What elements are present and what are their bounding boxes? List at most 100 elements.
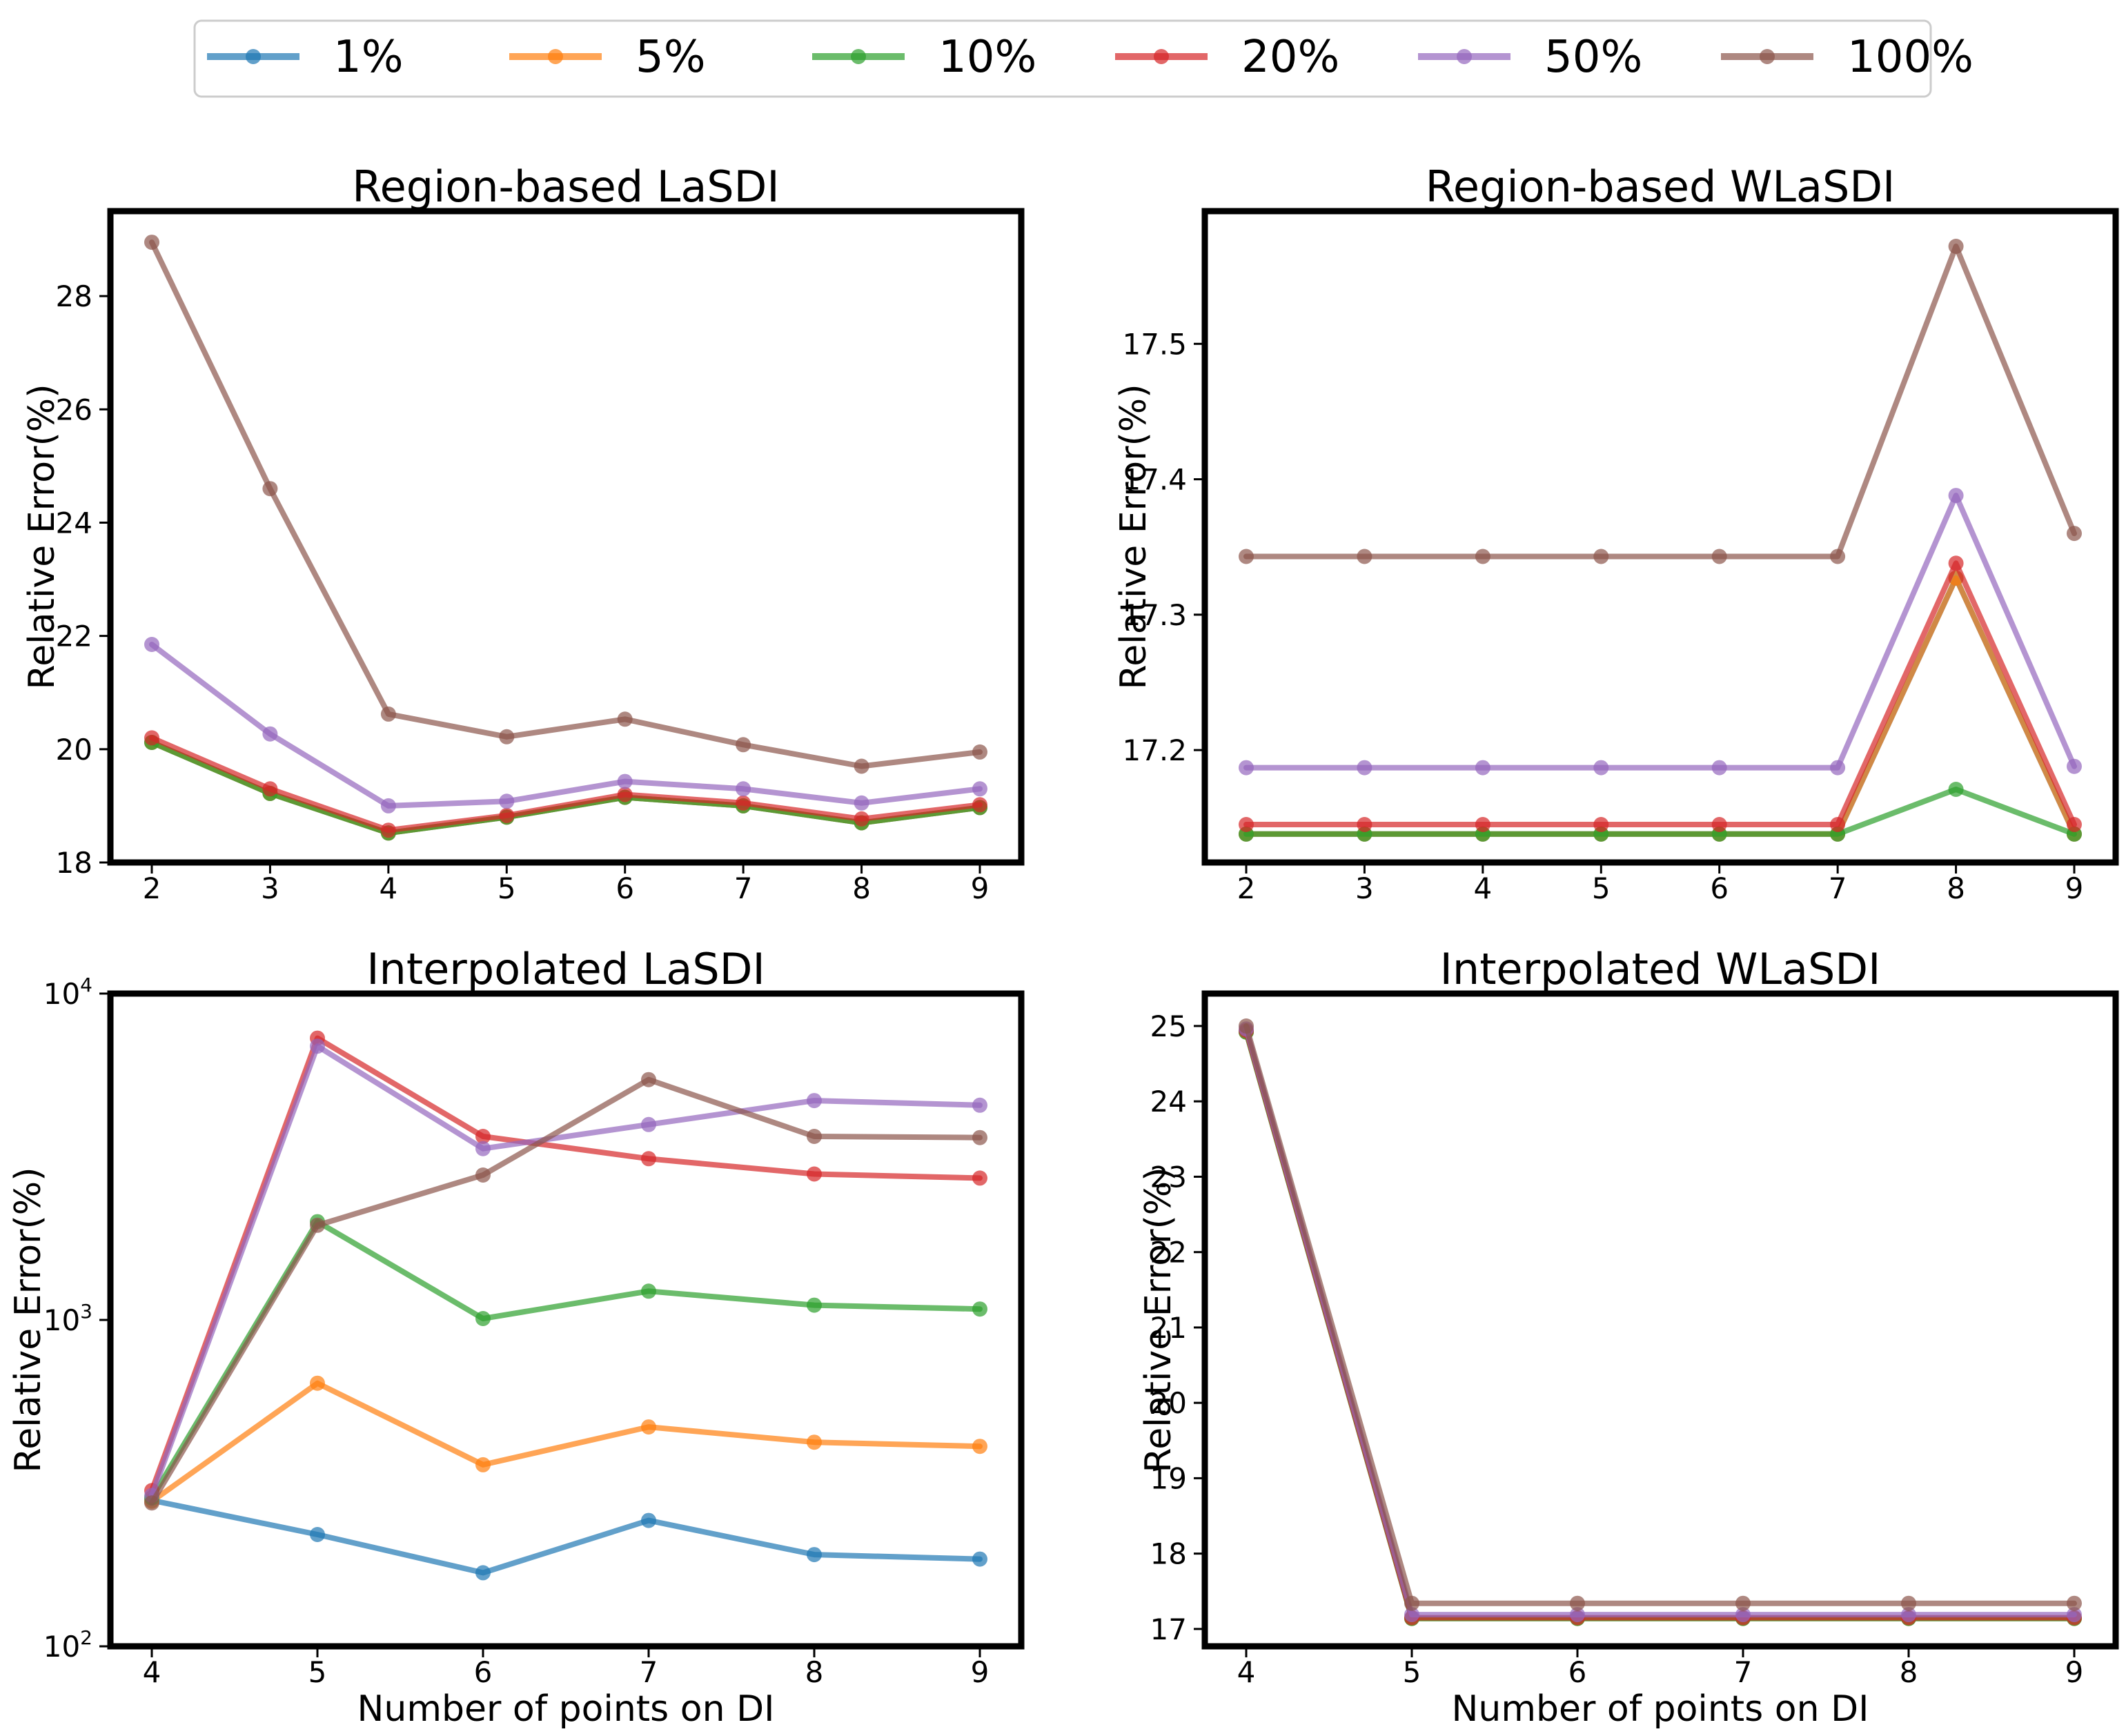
y-tick-label: 102 [43,1626,92,1664]
x-tick-label: 6 [1710,871,1729,905]
series-line [149,642,983,809]
data-point [972,1130,987,1145]
series-100pct [1239,1018,2082,1611]
series-50pct [144,1038,987,1503]
x-axis-label: Number of points on DI [1452,1688,1869,1730]
x-tick-label: 2 [1237,871,1256,905]
series-5pct [1239,570,2082,842]
data-point [475,1565,491,1581]
data-point [144,235,159,250]
data-point [736,737,751,753]
series-50pct [1239,488,2082,776]
x-tick-label: 9 [2065,871,2084,905]
panel-title: Region-based LaSDI [352,161,779,212]
series-line [149,1076,983,1506]
x-tick-label: 7 [1734,1655,1753,1689]
series-line [1243,1026,2077,1618]
y-tick-base: 10 [43,1303,80,1337]
panel-title: Interpolated WLaSDI [1440,944,1881,994]
x-tick-label: 9 [971,1655,990,1689]
y-tick-label: 22 [56,620,92,653]
data-point [475,1167,491,1183]
y-tick-label: 21 [1150,1311,1187,1345]
data-point [1475,817,1490,832]
legend-label: 50% [1544,32,1642,83]
y-tick-label: 20 [56,733,92,767]
y-tick-label: 26 [56,393,92,426]
data-point [807,1129,822,1144]
data-point [641,1116,656,1132]
data-point [144,1495,159,1511]
legend-swatch-marker [548,49,563,64]
y-tick-label: 104 [43,974,92,1011]
data-point [1948,488,1964,504]
y-tick-label: 17.4 [1122,463,1187,497]
y-tick-exponent: 2 [80,1626,92,1649]
series-line [149,1219,983,1501]
x-tick-label: 6 [474,1655,493,1689]
y-tick-label: 22 [1150,1236,1187,1270]
series-line [149,1497,983,1576]
x-tick-label: 6 [616,871,634,905]
x-tick-label: 2 [143,871,161,905]
data-point [972,781,987,797]
data-point [641,1151,656,1167]
x-tick-label: 4 [379,871,397,905]
legend-swatch-marker [1760,49,1775,64]
data-point [262,781,278,797]
y-tick-label: 17 [1150,1612,1187,1646]
data-point [1239,549,1254,564]
series-line [1243,787,2077,837]
legend-item-10pct: 10% [812,32,1036,83]
data-point [1239,817,1254,832]
data-point [1239,1018,1254,1034]
y-tick-base: 10 [43,977,80,1011]
legend-label: 5% [636,32,706,83]
x-axis-label: Number of points on DI [357,1688,775,1730]
x-tick-label: 8 [1947,871,1965,905]
series-10pct [144,1214,987,1506]
data-point [1711,817,1727,832]
legend-item-100pct: 100% [1721,32,1974,83]
series-50pct [144,637,987,813]
data-point [617,773,633,789]
legend-item-1pct: 1% [207,32,404,83]
x-tick-label: 7 [640,1655,658,1689]
x-tick-label: 3 [261,871,279,905]
y-tick-exponent: 3 [80,1300,92,1323]
x-tick-label: 3 [1355,871,1374,905]
panel-region-wlasdi: Region-based WLaSDI 2 3 4 5 6 7 8 9 17.2 17.3 17.4 1… [1113,161,2119,905]
data-point [736,781,751,797]
data-point [1570,1607,1585,1623]
data-point [380,798,396,813]
data-point [310,1038,325,1054]
data-point [972,1301,987,1317]
data-point [144,730,159,746]
legend: 1% 5% 10% 20% 50% 100% [193,19,1974,98]
series-line [1243,1029,2077,1621]
x-tick-label: 9 [2065,1655,2084,1689]
series-100pct [144,235,987,774]
data-point [972,797,987,813]
data-point [1593,549,1609,564]
data-point [972,744,987,760]
plot-frame [107,208,1025,866]
legend-swatch-marker [246,49,261,64]
series-5pct [144,1375,987,1509]
y-tick-base: 10 [43,1630,80,1664]
data-point [807,1297,822,1313]
x-tick-label: 5 [308,1655,327,1689]
data-point [1948,782,1964,797]
series-line [149,1043,983,1499]
data-point [1357,817,1372,832]
series-line [149,735,983,834]
series-line [1243,575,2077,837]
series-20pct [1239,555,2082,832]
y-axis-label: Relative Error(%) [1138,1167,1179,1473]
series-line [1243,560,2077,827]
x-tick-label: 4 [1237,1655,1256,1689]
x-tick-label: 6 [1568,1655,1587,1689]
data-point [1570,1595,1585,1611]
y-tick-label: 20 [1150,1386,1187,1420]
x-tick-label: 5 [1403,1655,1421,1689]
